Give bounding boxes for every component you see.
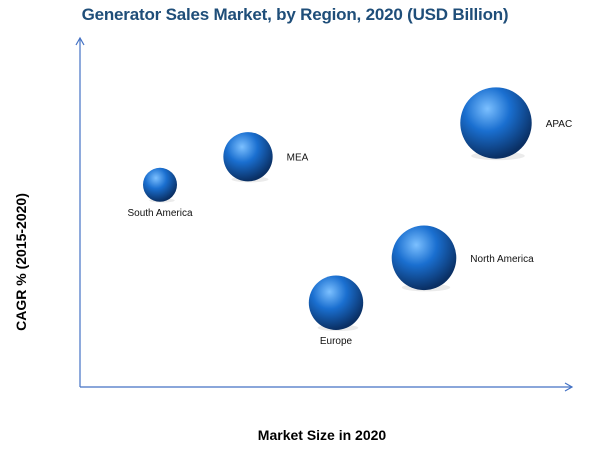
bubble-label-north-america: North America bbox=[470, 254, 534, 265]
chart-title: Generator Sales Market, by Region, 2020 … bbox=[81, 5, 509, 24]
bubble-mark-apac bbox=[460, 87, 532, 159]
bubble-label-europe: Europe bbox=[320, 336, 353, 347]
bubble-south-america: South America bbox=[127, 167, 193, 219]
x-axis-arrow bbox=[564, 382, 574, 392]
bubble-apac: APAC bbox=[460, 87, 573, 161]
bubble-label-south-america: South America bbox=[127, 208, 192, 219]
bubble-europe: Europe bbox=[308, 275, 364, 347]
bubble-label-apac: APAC bbox=[546, 119, 573, 130]
bubble-mark-europe bbox=[308, 275, 364, 330]
bubble-mark-north-america bbox=[391, 225, 457, 291]
bubble-north-america: North America bbox=[391, 225, 534, 292]
bubble-mark-mea bbox=[223, 132, 273, 182]
bubble-mark-south-america bbox=[143, 167, 177, 202]
bubble-mea: MEA bbox=[223, 132, 309, 183]
y-axis-arrow bbox=[75, 36, 85, 46]
y-axis-title: CAGR % (2015-2020) bbox=[13, 193, 29, 331]
x-axis-title: Market Size in 2020 bbox=[258, 427, 387, 443]
bubble-label-mea: MEA bbox=[287, 153, 309, 164]
